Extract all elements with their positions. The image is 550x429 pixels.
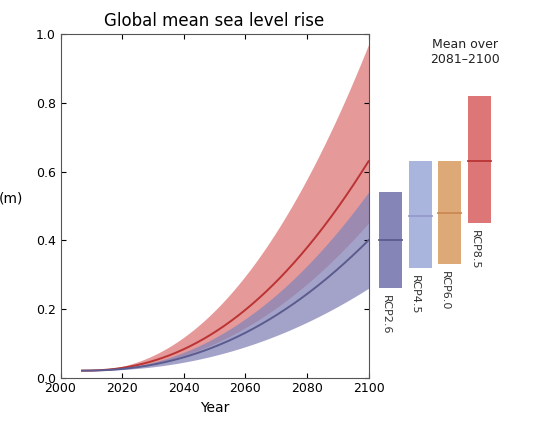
Text: RCP8.5: RCP8.5 <box>470 230 480 269</box>
Y-axis label: (m): (m) <box>0 192 23 206</box>
Bar <box>409 161 432 268</box>
Text: RCP4.5: RCP4.5 <box>410 275 420 314</box>
Title: Global mean sea level rise: Global mean sea level rise <box>104 12 324 30</box>
X-axis label: Year: Year <box>200 401 229 415</box>
Bar <box>379 192 402 288</box>
Bar <box>438 161 461 264</box>
Text: RCP6.0: RCP6.0 <box>440 271 450 311</box>
Text: Mean over
2081–2100: Mean over 2081–2100 <box>430 38 499 66</box>
Bar <box>468 96 491 223</box>
Text: RCP2.6: RCP2.6 <box>381 295 390 335</box>
